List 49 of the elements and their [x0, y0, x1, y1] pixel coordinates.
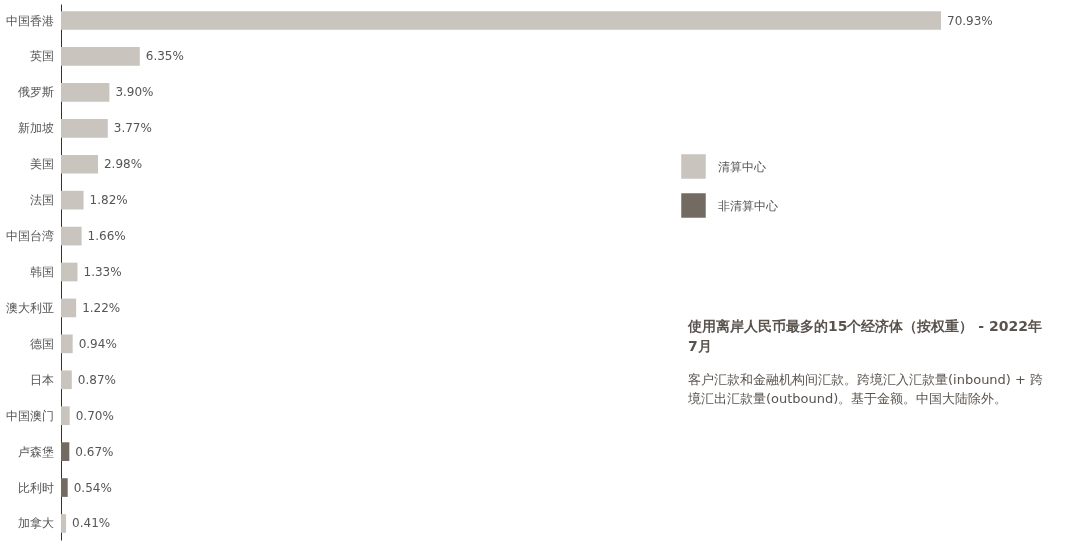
data-label: 0.70% [75, 408, 114, 423]
bar [61, 226, 82, 246]
bar [61, 11, 941, 30]
bar [61, 83, 110, 102]
y-tick-label: 卢森堡 [17, 444, 54, 459]
legend-label: 非清算中心 [718, 198, 778, 213]
data-label: 1.33% [83, 265, 122, 279]
y-tick-label: 中国台湾 [5, 229, 54, 244]
data-label: 0.41% [72, 516, 111, 531]
bar [61, 154, 98, 174]
y-tick-label: 英国 [29, 49, 54, 64]
bar [61, 442, 70, 461]
legend-label: 清算中心 [718, 159, 766, 174]
y-tick-label: 加拿大 [17, 516, 54, 531]
y-tick-label: 美国 [29, 157, 54, 172]
bar [61, 190, 84, 210]
data-label: 70.93% [947, 13, 993, 28]
bar [61, 298, 77, 318]
data-label: 1.66% [87, 229, 126, 244]
y-tick-label: 俄罗斯 [17, 85, 54, 100]
data-label: 2.98% [103, 157, 143, 172]
data-label: 0.54% [73, 480, 112, 495]
bar [61, 334, 73, 354]
data-label: 6.35% [145, 49, 184, 64]
y-tick-label: 中国澳门 [5, 408, 54, 423]
y-tick-label: 德国 [29, 336, 54, 351]
bar [61, 406, 70, 426]
y-tick-label: 澳大利亚 [5, 300, 54, 315]
data-label: 3.77% [113, 121, 152, 136]
bar [61, 47, 140, 66]
bar [61, 262, 78, 282]
bar [61, 118, 108, 138]
y-tick-label: 韩国 [29, 265, 54, 279]
text: 使用离岸人民币最多的15个经济体（按权重） - 2022年7月 [688, 317, 1043, 356]
y-tick-label: 中国香港 [5, 13, 54, 28]
y-tick-label: 比利时 [17, 480, 54, 495]
data-label: 1.22% [82, 300, 121, 315]
data-label: 0.87% [77, 372, 116, 387]
data-label: 1.82% [89, 193, 128, 208]
bar [61, 514, 67, 533]
y-tick-label: 法国 [29, 193, 54, 208]
y-tick-label: 日本 [29, 372, 54, 387]
data-label: 0.94% [78, 336, 117, 351]
y-tick-label: 新加坡 [17, 121, 54, 136]
bar [61, 370, 72, 390]
text: 客户汇款和金融机构间汇款。跨境汇入汇款量(inbound) + 跨境汇出汇款量(outbound)。基于金额。中国大陆除外。 [688, 371, 1045, 408]
data-label: 3.90% [115, 85, 154, 100]
data-label: 0.67% [75, 444, 114, 459]
bar [61, 478, 68, 497]
